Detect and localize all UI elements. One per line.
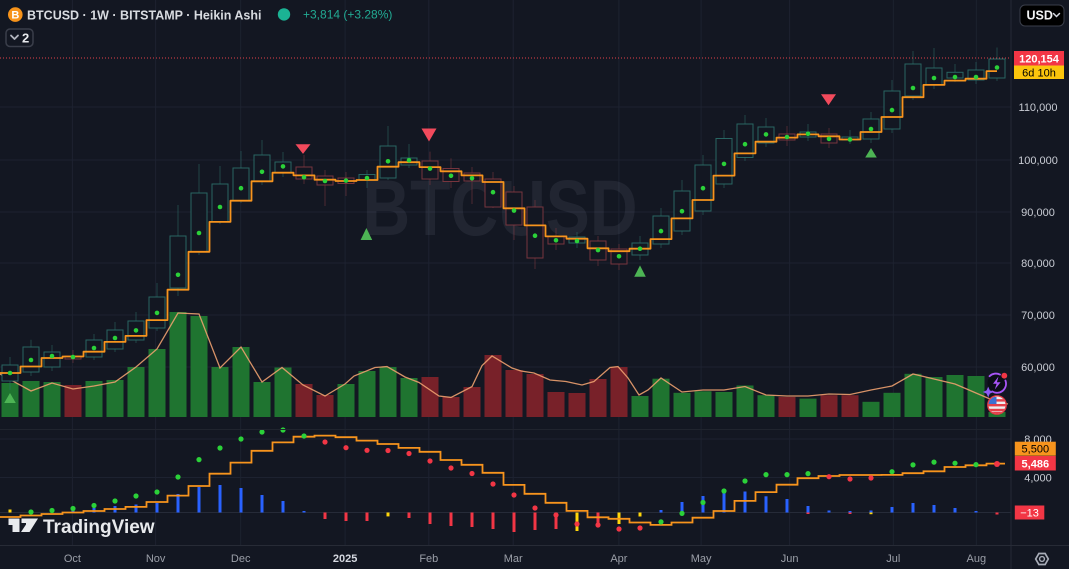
svg-text:110,000: 110,000	[1019, 102, 1058, 114]
svg-text:Jul: Jul	[886, 553, 900, 565]
svg-text:6d 10h: 6d 10h	[1022, 67, 1056, 79]
svg-text:USD: USD	[1027, 9, 1053, 23]
svg-text:60,000: 60,000	[1021, 362, 1055, 374]
svg-text:2025: 2025	[333, 553, 357, 565]
svg-text:B: B	[11, 10, 19, 22]
svg-text:BTCUSD · 1W · BITSTAMP · Heiki: BTCUSD · 1W · BITSTAMP · Heikin Ashi	[27, 9, 262, 23]
svg-text:Apr: Apr	[610, 553, 627, 565]
svg-text:+3,814 (+3.28%): +3,814 (+3.28%)	[303, 8, 392, 22]
svg-text:5,500: 5,500	[1022, 444, 1050, 456]
svg-text:2: 2	[22, 31, 29, 46]
svg-text:−13: −13	[1020, 508, 1039, 520]
svg-text:Jun: Jun	[781, 553, 799, 565]
svg-text:5,486: 5,486	[1022, 458, 1050, 470]
svg-text:Aug: Aug	[967, 553, 987, 565]
svg-text:4,000: 4,000	[1024, 473, 1052, 485]
svg-text:Nov: Nov	[146, 553, 166, 565]
svg-text:80,000: 80,000	[1021, 258, 1055, 270]
svg-text:120,154: 120,154	[1019, 53, 1060, 65]
svg-text:90,000: 90,000	[1021, 207, 1055, 219]
svg-text:Dec: Dec	[231, 553, 251, 565]
svg-text:Feb: Feb	[419, 553, 438, 565]
svg-text:100,000: 100,000	[1018, 155, 1058, 167]
svg-text:70,000: 70,000	[1021, 310, 1055, 322]
svg-text:Mar: Mar	[504, 553, 523, 565]
svg-text:May: May	[691, 553, 712, 565]
svg-text:TradingView: TradingView	[43, 517, 155, 538]
svg-text:Oct: Oct	[64, 553, 81, 565]
